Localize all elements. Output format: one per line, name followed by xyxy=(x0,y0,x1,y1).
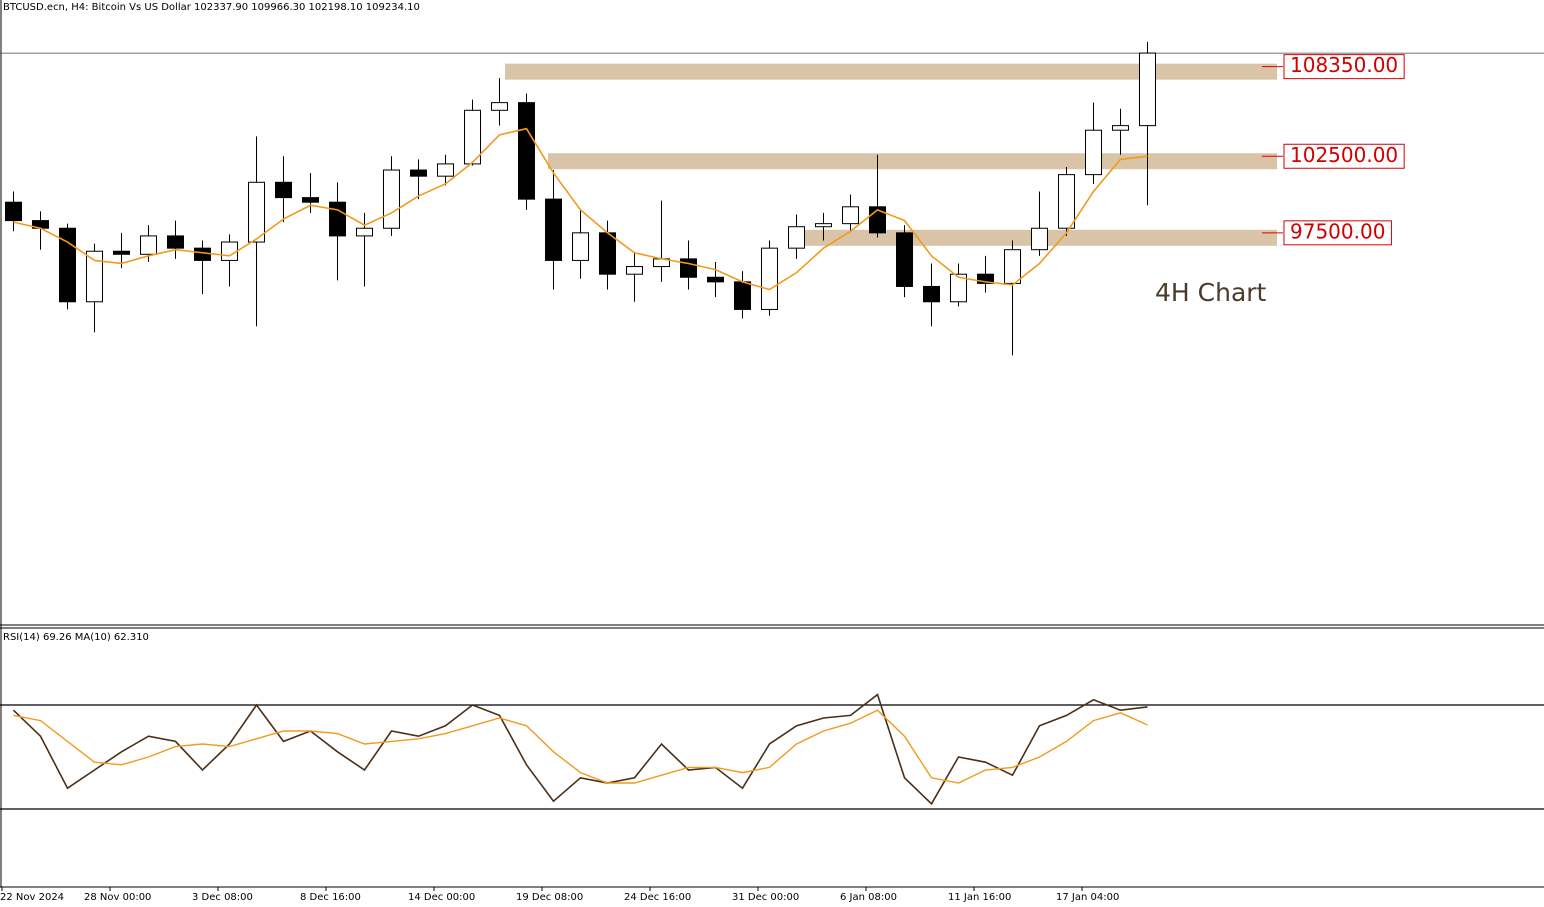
candle-body xyxy=(896,232,913,287)
candle-body xyxy=(221,241,238,261)
candle-body xyxy=(1139,52,1156,127)
candle-body xyxy=(842,206,859,225)
x-tick-label: 19 Dec 08:00 xyxy=(516,892,583,903)
annotation: 4H Chart xyxy=(1155,278,1267,307)
candle-body xyxy=(1085,129,1102,176)
x-tick-label: 14 Dec 00:00 xyxy=(408,892,475,903)
candle-body xyxy=(788,226,805,249)
candle-body xyxy=(464,109,481,165)
candle-body xyxy=(1112,125,1129,131)
moving-average xyxy=(13,127,1148,291)
zone xyxy=(505,63,1277,80)
candle-body xyxy=(815,223,832,228)
rsi-line xyxy=(12,693,1148,806)
candle-body xyxy=(356,227,373,237)
level-label: 102500.00 xyxy=(1290,143,1398,167)
candle-body xyxy=(761,247,778,310)
candle-body xyxy=(1004,249,1021,284)
x-tick-label: 24 Dec 16:00 xyxy=(624,892,691,903)
candle-body xyxy=(923,285,940,303)
candle-body xyxy=(680,258,697,278)
level-label: 108350.00 xyxy=(1290,53,1398,77)
level-label-box xyxy=(1283,54,1405,80)
rsi-title: RSI(14) 69.26 MA(10) 62.310 xyxy=(3,632,149,643)
candle-body xyxy=(491,102,508,111)
x-tick-label: 3 Dec 08:00 xyxy=(192,892,253,903)
x-tick-label: 17 Jan 04:00 xyxy=(1056,892,1119,903)
candle-body xyxy=(86,250,103,303)
level-label: 97500.00 xyxy=(1290,219,1385,243)
x-tick-label: 31 Dec 00:00 xyxy=(732,892,799,903)
candle-body xyxy=(437,163,454,177)
x-tick-label: 6 Jan 08:00 xyxy=(840,892,897,903)
rsi-ma xyxy=(13,709,1148,784)
candle-body xyxy=(248,181,265,243)
candle-body xyxy=(5,201,22,222)
candle-body xyxy=(545,198,562,261)
candle-body xyxy=(1058,174,1075,229)
candle-body xyxy=(518,102,535,200)
candle-body xyxy=(950,273,967,303)
candle-body xyxy=(113,250,130,255)
candle-body xyxy=(329,201,346,237)
x-tick-label: 28 Nov 00:00 xyxy=(84,892,151,903)
candle-body xyxy=(140,235,157,255)
level-label-box xyxy=(1283,220,1392,246)
candle-body xyxy=(275,181,292,199)
candle-body xyxy=(626,266,643,275)
candle-body xyxy=(707,276,724,283)
chart-title: BTCUSD.ecn, H4: Bitcoin Vs US Dollar 102… xyxy=(3,2,420,13)
candle-body xyxy=(383,169,400,229)
candle-body xyxy=(734,281,751,310)
candle-body xyxy=(572,232,589,261)
candle-body xyxy=(167,235,184,249)
level-label-box xyxy=(1283,143,1405,169)
candle-body xyxy=(302,197,319,203)
x-tick-label: 8 Dec 16:00 xyxy=(300,892,361,903)
zone xyxy=(548,153,1277,170)
candle-body xyxy=(194,247,211,261)
x-tick-label: 11 Jan 16:00 xyxy=(948,892,1011,903)
x-tick-label: 22 Nov 2024 xyxy=(0,892,64,903)
candle-body xyxy=(599,232,616,275)
candle-body xyxy=(977,273,994,284)
candle-body xyxy=(59,227,76,303)
candle-body xyxy=(1031,227,1048,251)
candle-body xyxy=(410,169,427,177)
